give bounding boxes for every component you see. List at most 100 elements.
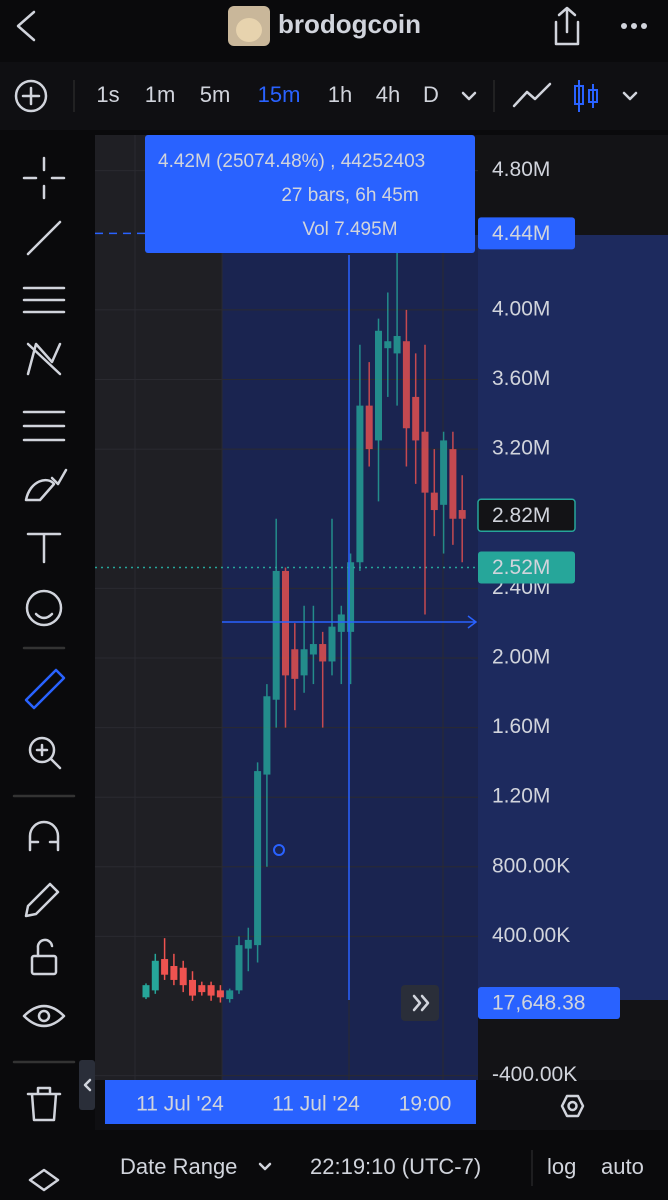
interval-menu[interactable] xyxy=(461,91,477,101)
candle-body xyxy=(365,405,373,450)
unlock-tool[interactable] xyxy=(30,954,58,976)
unlock-shackle xyxy=(36,938,54,958)
y-tick-label: 800.00K xyxy=(492,854,570,877)
auto-toggle[interactable]: auto xyxy=(601,1154,644,1179)
share-button[interactable] xyxy=(554,6,580,46)
emoji-tool[interactable] xyxy=(25,589,63,627)
measure-handle[interactable] xyxy=(273,844,285,856)
candle-chart-button[interactable] xyxy=(574,80,598,112)
trend-line-tool[interactable] xyxy=(26,220,62,256)
prediction-tool[interactable] xyxy=(22,410,66,442)
y-tick-label: 1.20M xyxy=(492,785,550,808)
interval[interactable]: 4h xyxy=(376,82,400,107)
candle-body xyxy=(440,440,448,505)
scroll-right-icon xyxy=(412,994,430,1012)
pattern-tool[interactable] xyxy=(26,342,62,376)
drawing-tools xyxy=(12,156,76,1192)
candle xyxy=(263,684,271,867)
interval[interactable]: 1s xyxy=(96,82,119,107)
candle xyxy=(384,292,392,397)
more-button[interactable] xyxy=(621,23,647,29)
candle-body xyxy=(161,959,169,975)
plot xyxy=(95,135,478,1080)
candle xyxy=(244,927,252,972)
candle-body xyxy=(198,985,206,993)
y-tick-label: 2.00M xyxy=(492,646,550,669)
chart-pane-left xyxy=(95,135,222,1125)
collapse-tools[interactable] xyxy=(79,1060,95,1110)
candle-body xyxy=(179,967,187,986)
visibility-tool[interactable] xyxy=(22,1004,66,1028)
interval[interactable]: 1h xyxy=(328,82,352,107)
candle-body xyxy=(319,644,327,662)
measure-volume: Vol 7.495M xyxy=(302,219,397,240)
candle-body xyxy=(300,649,308,676)
candle xyxy=(291,623,299,711)
interval[interactable]: 1m xyxy=(145,82,176,107)
candle-body xyxy=(458,510,466,519)
interval[interactable]: 5m xyxy=(200,82,231,107)
interval-active[interactable]: 15m xyxy=(258,82,301,107)
footer xyxy=(95,1130,668,1200)
candle xyxy=(189,971,196,1001)
y-tick-label: 3.60M xyxy=(492,367,550,390)
fib-tool[interactable] xyxy=(22,286,66,314)
price-label-box xyxy=(478,217,575,250)
add-button[interactable] xyxy=(14,79,48,113)
measure-bars: 27 bars, 6h 45m xyxy=(281,185,418,206)
text-tool[interactable] xyxy=(26,532,62,564)
candle-body xyxy=(375,330,382,441)
candle-body xyxy=(151,960,159,991)
crosshair-tool[interactable] xyxy=(22,156,66,200)
price-label: 2.52M xyxy=(492,556,550,579)
magnet-tool[interactable] xyxy=(28,820,60,852)
avatar-face xyxy=(236,18,262,42)
date-range-menu xyxy=(258,1162,272,1171)
date-range-button[interactable]: Date Range xyxy=(120,1154,237,1179)
candle xyxy=(254,762,262,963)
brush-tool[interactable] xyxy=(24,468,68,502)
time-label: 19:00 xyxy=(399,1093,452,1116)
add-icon xyxy=(21,86,41,106)
candle xyxy=(347,553,355,685)
measure-change: 4.42M (25074.48%) , 44252403 xyxy=(158,151,425,172)
candle xyxy=(430,449,438,537)
layers-tool[interactable] xyxy=(28,1168,60,1192)
candle xyxy=(151,953,159,994)
candle-body xyxy=(421,431,429,493)
candle-body xyxy=(235,945,243,991)
y-tick-label: 1.60M xyxy=(492,715,550,738)
line-chart-button[interactable] xyxy=(512,82,552,108)
candle xyxy=(300,605,308,693)
candle xyxy=(272,518,280,728)
candle xyxy=(309,605,317,685)
time-label: 11 Jul '24 xyxy=(272,1093,360,1116)
candle-body xyxy=(384,341,392,349)
price-label-box xyxy=(477,498,576,533)
candle-body xyxy=(347,562,355,632)
y-tick-label: -400.00K xyxy=(492,1063,577,1086)
interval[interactable]: D xyxy=(423,82,439,107)
chart-type-menu[interactable] xyxy=(622,91,638,101)
clock: 22:19:10 (UTC-7) xyxy=(310,1154,481,1179)
price-label-box xyxy=(478,986,620,1019)
candle-body xyxy=(189,979,196,996)
candle xyxy=(458,475,466,563)
y-tick-label: 400.00K xyxy=(492,924,570,947)
candle-body xyxy=(226,990,234,1000)
lock-drawing-tool[interactable] xyxy=(24,882,60,918)
time-label: 11 Jul '24 xyxy=(136,1093,224,1116)
back-button[interactable] xyxy=(16,10,36,42)
ruler-tool[interactable] xyxy=(24,668,66,710)
candle-body xyxy=(244,939,252,949)
log-toggle[interactable]: log xyxy=(547,1154,576,1179)
zoom-tool[interactable] xyxy=(28,736,56,764)
candle-body xyxy=(449,449,457,519)
delete-tool[interactable] xyxy=(26,1086,62,1122)
candle xyxy=(207,981,215,1001)
settings-button[interactable] xyxy=(560,1094,585,1118)
candle-body xyxy=(272,570,280,700)
